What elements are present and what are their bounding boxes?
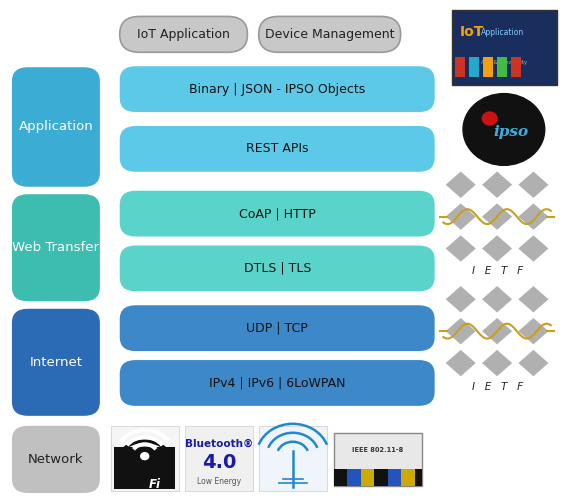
FancyBboxPatch shape <box>354 469 361 486</box>
Polygon shape <box>517 171 549 199</box>
FancyBboxPatch shape <box>120 66 435 112</box>
FancyBboxPatch shape <box>12 309 100 416</box>
FancyBboxPatch shape <box>111 426 179 491</box>
Text: I   E   T   F: I E T F <box>471 382 523 392</box>
FancyBboxPatch shape <box>120 126 435 172</box>
Text: Application: Application <box>481 28 524 37</box>
FancyBboxPatch shape <box>120 246 435 291</box>
Polygon shape <box>481 235 513 262</box>
FancyBboxPatch shape <box>469 57 479 77</box>
Polygon shape <box>517 235 549 262</box>
FancyBboxPatch shape <box>454 57 465 77</box>
FancyBboxPatch shape <box>415 469 421 486</box>
Text: IoT Application: IoT Application <box>137 28 230 41</box>
FancyBboxPatch shape <box>12 426 100 493</box>
FancyBboxPatch shape <box>452 10 557 85</box>
Text: Web Transfer: Web Transfer <box>12 241 99 254</box>
FancyBboxPatch shape <box>511 57 521 77</box>
FancyBboxPatch shape <box>185 426 253 491</box>
FancyBboxPatch shape <box>12 194 100 301</box>
Polygon shape <box>481 349 513 377</box>
FancyBboxPatch shape <box>340 469 347 486</box>
FancyBboxPatch shape <box>497 57 507 77</box>
FancyBboxPatch shape <box>388 469 395 486</box>
FancyBboxPatch shape <box>259 426 327 491</box>
FancyBboxPatch shape <box>12 67 100 187</box>
Polygon shape <box>481 171 513 199</box>
FancyBboxPatch shape <box>347 469 354 486</box>
Circle shape <box>141 453 149 460</box>
FancyBboxPatch shape <box>120 191 435 237</box>
FancyBboxPatch shape <box>374 469 381 486</box>
Polygon shape <box>445 285 477 313</box>
Polygon shape <box>481 317 513 345</box>
Polygon shape <box>517 203 549 231</box>
Polygon shape <box>445 235 477 262</box>
Text: IPv4 | IPv6 | 6LoWPAN: IPv4 | IPv6 | 6LoWPAN <box>209 376 345 389</box>
Text: ipso: ipso <box>494 125 529 139</box>
FancyBboxPatch shape <box>402 469 408 486</box>
Polygon shape <box>445 349 477 377</box>
FancyBboxPatch shape <box>408 469 415 486</box>
FancyBboxPatch shape <box>381 469 388 486</box>
FancyBboxPatch shape <box>483 57 493 77</box>
Text: Device Management: Device Management <box>265 28 394 41</box>
Polygon shape <box>517 349 549 377</box>
Text: Application: Application <box>19 121 93 133</box>
Text: Wi: Wi <box>136 478 153 491</box>
Text: DTLS | TLS: DTLS | TLS <box>244 262 311 275</box>
Text: Fi: Fi <box>148 478 160 491</box>
Polygon shape <box>517 285 549 313</box>
Text: UDP | TCP: UDP | TCP <box>247 322 308 335</box>
Polygon shape <box>481 203 513 231</box>
FancyBboxPatch shape <box>114 447 176 489</box>
Text: Low Energy: Low Energy <box>197 477 241 486</box>
FancyBboxPatch shape <box>120 16 248 52</box>
FancyBboxPatch shape <box>367 469 374 486</box>
Circle shape <box>463 94 545 165</box>
Polygon shape <box>445 171 477 199</box>
Text: I   E   T   F: I E T F <box>471 266 523 276</box>
Text: Internet: Internet <box>30 356 82 369</box>
FancyBboxPatch shape <box>259 16 400 52</box>
FancyBboxPatch shape <box>395 469 402 486</box>
Circle shape <box>482 112 497 125</box>
Text: REST APIs: REST APIs <box>246 142 308 155</box>
Polygon shape <box>481 285 513 313</box>
FancyBboxPatch shape <box>361 469 367 486</box>
FancyBboxPatch shape <box>120 305 435 351</box>
Text: Network: Network <box>28 453 83 466</box>
FancyBboxPatch shape <box>120 360 435 406</box>
Text: CoAP | HTTP: CoAP | HTTP <box>239 207 316 220</box>
Text: IoT: IoT <box>460 25 484 39</box>
FancyBboxPatch shape <box>333 469 340 486</box>
Text: Bluetooth®: Bluetooth® <box>185 439 253 449</box>
Text: IEEE 802.11-8: IEEE 802.11-8 <box>352 447 403 453</box>
Polygon shape <box>517 317 549 345</box>
Circle shape <box>141 464 149 471</box>
Text: 4.0: 4.0 <box>202 453 236 472</box>
Polygon shape <box>445 317 477 345</box>
Text: Binary | JSON - IPSO Objects: Binary | JSON - IPSO Objects <box>189 83 365 96</box>
FancyBboxPatch shape <box>333 433 421 486</box>
Polygon shape <box>445 203 477 231</box>
Text: App & SmartCity: App & SmartCity <box>482 60 528 65</box>
